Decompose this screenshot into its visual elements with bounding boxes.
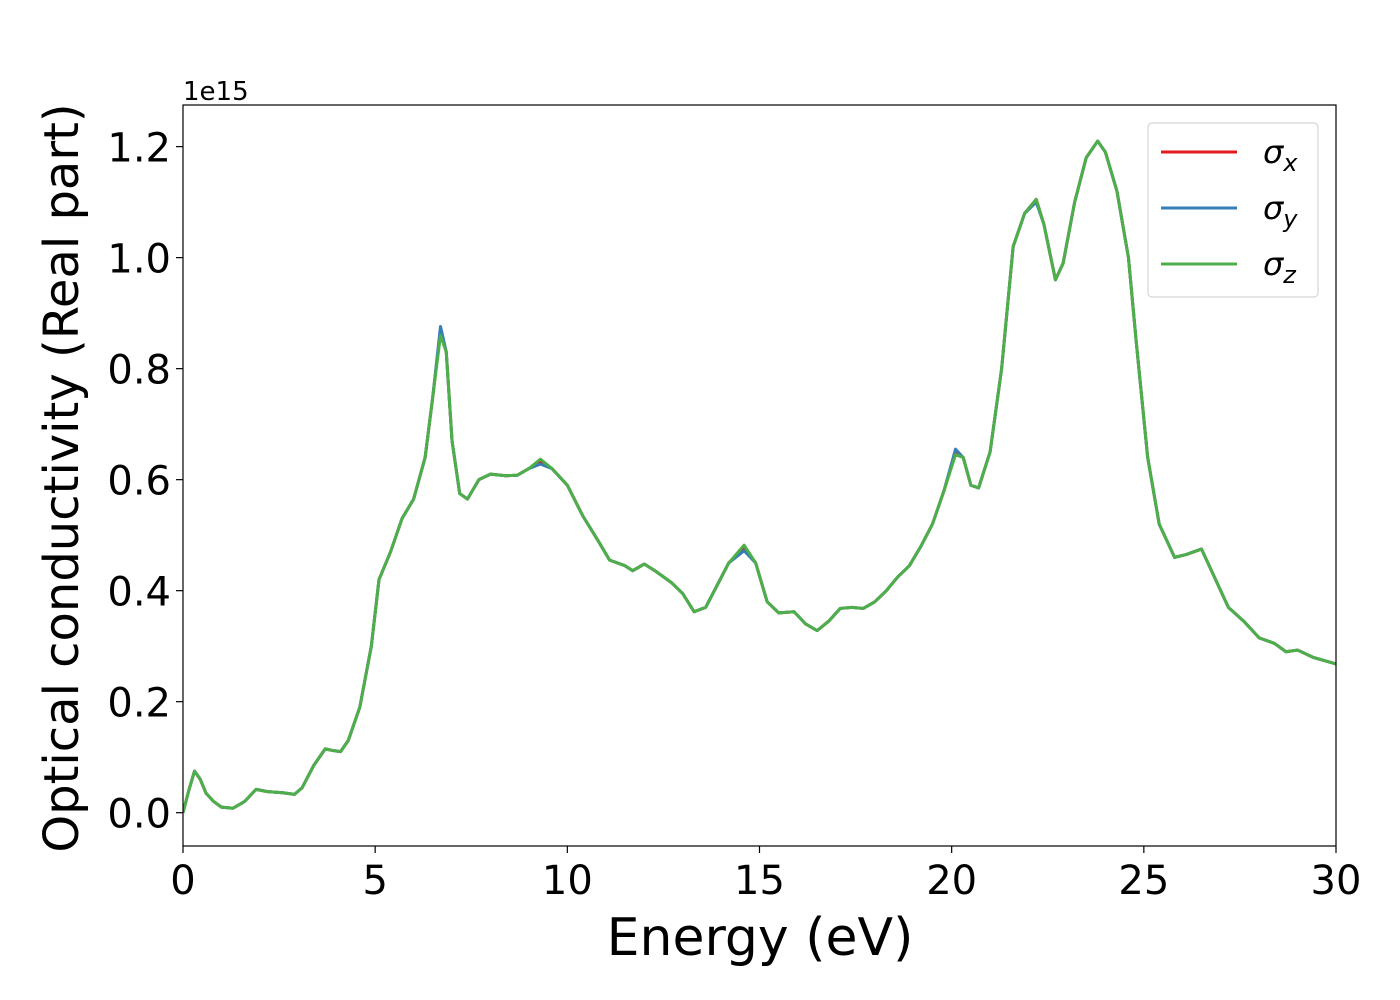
y-tick-label: 1.2 xyxy=(107,126,171,172)
x-tick-label: 10 xyxy=(542,858,593,904)
x-tick-label: 15 xyxy=(734,858,785,904)
y-offset-text: 1e15 xyxy=(183,77,249,107)
x-tick-label: 5 xyxy=(362,858,387,904)
y-tick-label: 0.6 xyxy=(107,459,171,505)
y-tick-label: 0.0 xyxy=(107,792,171,838)
legend-label: σx xyxy=(1263,133,1298,177)
plot-frame xyxy=(182,104,1337,847)
y-tick-label: 0.4 xyxy=(107,570,171,616)
legend-label: σz xyxy=(1263,245,1297,289)
x-tick-label: 0 xyxy=(170,858,195,904)
x-tick-label: 20 xyxy=(926,858,977,904)
legend-box xyxy=(1147,122,1319,298)
x-axis-label: Energy (eV) xyxy=(607,908,914,968)
y-tick-label: 1.0 xyxy=(107,237,171,283)
y-axis-label: Optical conductivity (Real part) xyxy=(34,103,90,852)
y-tick-label: 0.2 xyxy=(107,681,171,727)
x-tick-label: 30 xyxy=(1311,858,1362,904)
x-tick-label: 25 xyxy=(1118,858,1169,904)
y-tick-label: 0.8 xyxy=(107,348,171,394)
line xyxy=(183,139,1336,814)
legend-label: σy xyxy=(1263,189,1298,233)
